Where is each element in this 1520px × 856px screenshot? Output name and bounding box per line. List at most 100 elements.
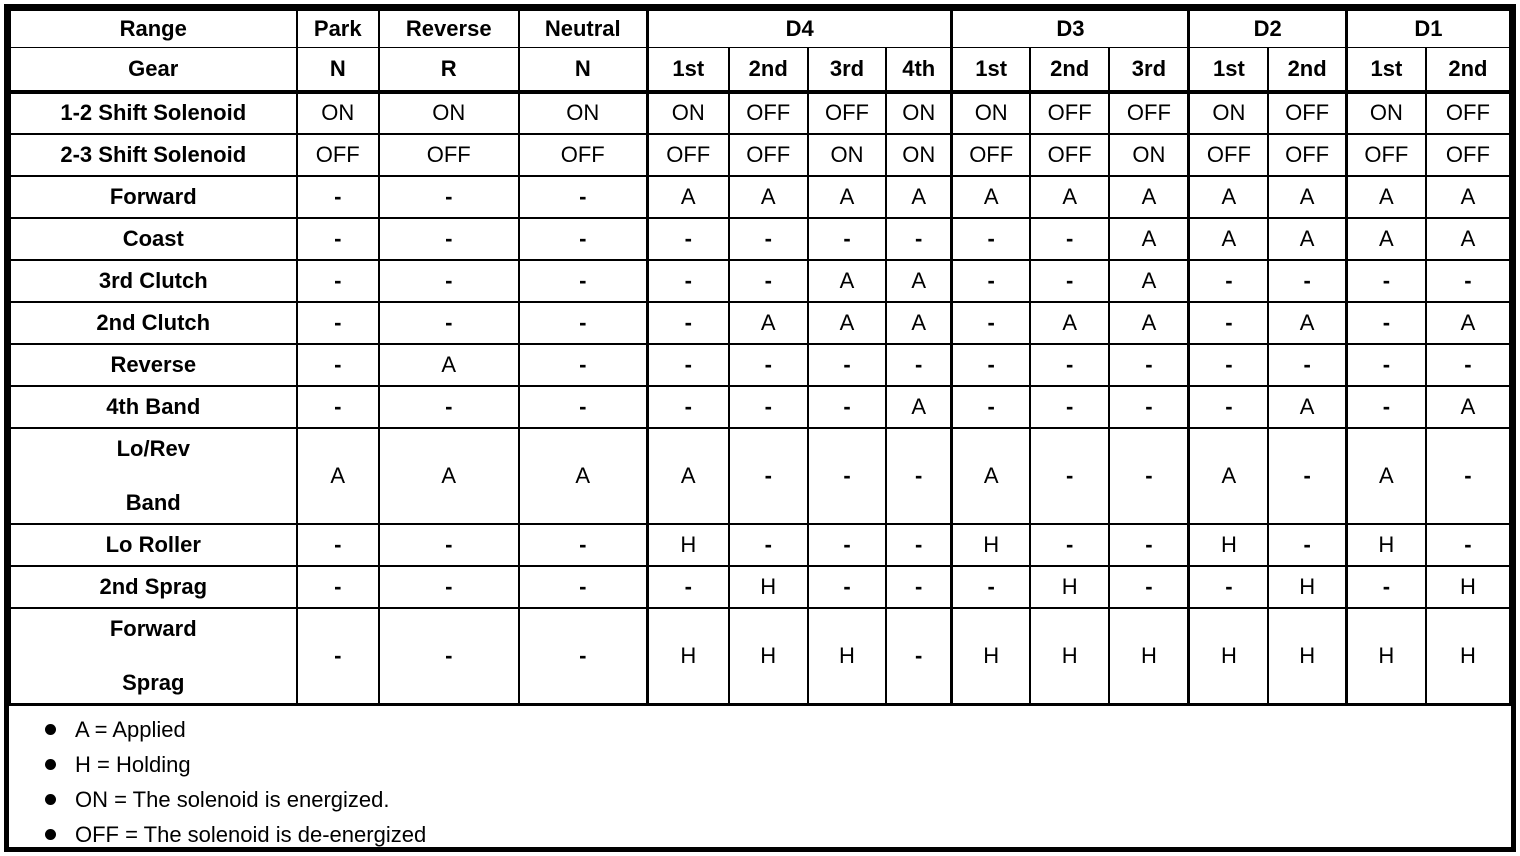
table-cell: A bbox=[1187, 217, 1270, 261]
legend-item: OFF = The solenoid is de-energized bbox=[45, 822, 1511, 847]
table-cell: ON bbox=[807, 133, 887, 177]
table-cell: H bbox=[646, 607, 730, 706]
bullet-icon bbox=[45, 829, 56, 840]
table-cell: - bbox=[950, 301, 1031, 345]
table-cell: OFF bbox=[1425, 91, 1511, 135]
table-cell: - bbox=[807, 343, 887, 387]
table-cell: - bbox=[517, 175, 649, 219]
gear-subheader-cell: 4th bbox=[885, 47, 953, 94]
table-cell: - bbox=[517, 217, 649, 261]
table-cell: - bbox=[517, 301, 649, 345]
table-cell: - bbox=[646, 343, 730, 387]
table-cell: H bbox=[1187, 523, 1270, 567]
table-cell: - bbox=[1425, 343, 1511, 387]
table-cell: H bbox=[727, 565, 809, 609]
table-cell: - bbox=[727, 523, 809, 567]
table-cell: - bbox=[807, 427, 887, 525]
table-cell: - bbox=[807, 385, 887, 429]
table-cell: - bbox=[1344, 343, 1427, 387]
row-label: Reverse bbox=[9, 343, 298, 387]
table-cell: - bbox=[1187, 565, 1270, 609]
table-cell: A bbox=[1108, 259, 1190, 303]
table-cell: - bbox=[378, 607, 520, 706]
table-cell: ON bbox=[1108, 133, 1190, 177]
row-label: 2nd Clutch bbox=[9, 301, 298, 345]
table-cell: ON bbox=[1187, 91, 1270, 135]
range-group-header-d2: D2 bbox=[1187, 9, 1348, 48]
table-row: Lo/Rev Band A A A A - - - A - - A - A - bbox=[9, 427, 1511, 525]
row-label: Forward bbox=[9, 175, 298, 219]
table-cell: - bbox=[950, 217, 1031, 261]
table-cell: OFF bbox=[517, 133, 649, 177]
table-cell: - bbox=[295, 217, 381, 261]
table-cell: OFF bbox=[1187, 133, 1270, 177]
range-group-header-park: Park bbox=[295, 9, 381, 48]
table-cell: - bbox=[807, 523, 887, 567]
table-cell: - bbox=[646, 301, 730, 345]
gear-header-cell: Gear bbox=[9, 47, 298, 94]
table-cell: - bbox=[295, 385, 381, 429]
table-cell: - bbox=[1187, 301, 1270, 345]
range-header-cell: Range bbox=[9, 9, 298, 48]
table-cell: - bbox=[1344, 259, 1427, 303]
table-cell: A bbox=[1425, 301, 1511, 345]
table-cell: - bbox=[1187, 385, 1270, 429]
table-cell: OFF bbox=[1267, 133, 1348, 177]
range-group-header-neutral: Neutral bbox=[517, 9, 649, 48]
table-cell: H bbox=[1344, 607, 1427, 706]
table-cell: - bbox=[517, 607, 649, 706]
table-cell: OFF bbox=[646, 133, 730, 177]
table-cell: H bbox=[1267, 607, 1348, 706]
table-cell: A bbox=[807, 175, 887, 219]
table-cell: A bbox=[885, 259, 953, 303]
table-cell: - bbox=[950, 343, 1031, 387]
table-cell: - bbox=[295, 301, 381, 345]
table-cell: - bbox=[950, 259, 1031, 303]
gear-subheader-cell: N bbox=[517, 47, 649, 94]
gear-subheader-cell: R bbox=[378, 47, 520, 94]
range-group-header-d4: D4 bbox=[646, 9, 953, 48]
table-cell: - bbox=[295, 259, 381, 303]
table-cell: ON bbox=[378, 91, 520, 135]
table-cell: - bbox=[295, 607, 381, 706]
table-cell: ON bbox=[517, 91, 649, 135]
table-cell: A bbox=[885, 301, 953, 345]
table-cell: - bbox=[885, 565, 953, 609]
table-cell: H bbox=[1187, 607, 1270, 706]
table-cell: A bbox=[378, 343, 520, 387]
table-cell: H bbox=[727, 607, 809, 706]
table-cell: H bbox=[950, 607, 1031, 706]
table-cell: - bbox=[517, 565, 649, 609]
table-cell: - bbox=[295, 523, 381, 567]
table-cell: - bbox=[1187, 343, 1270, 387]
table-cell: OFF bbox=[1267, 91, 1348, 135]
table-cell: OFF bbox=[1425, 133, 1511, 177]
table-cell: - bbox=[727, 259, 809, 303]
table-cell: - bbox=[727, 385, 809, 429]
table-cell: - bbox=[378, 217, 520, 261]
table-cell: A bbox=[1425, 217, 1511, 261]
table-cell: OFF bbox=[727, 133, 809, 177]
row-label: 4th Band bbox=[9, 385, 298, 429]
row-label-line: Forward bbox=[109, 615, 197, 641]
row-label: Lo/Rev Band bbox=[9, 427, 298, 525]
gear-subheader-cell: 1st bbox=[950, 47, 1031, 94]
table-row: Forward Sprag - - - H H H - H H H H H H H bbox=[9, 607, 1511, 706]
table-cell: A bbox=[1029, 301, 1111, 345]
table-cell: A bbox=[1108, 175, 1190, 219]
table-cell: - bbox=[378, 175, 520, 219]
table-row: Coast - - - - - - - - - A A A A A bbox=[9, 217, 1511, 261]
table-cell: - bbox=[950, 565, 1031, 609]
table-cell: - bbox=[1029, 217, 1111, 261]
table-cell: - bbox=[517, 259, 649, 303]
table-cell: A bbox=[1267, 385, 1348, 429]
table-cell: A bbox=[1029, 175, 1111, 219]
table-cell: H bbox=[950, 523, 1031, 567]
table-cell: A bbox=[950, 175, 1031, 219]
table-cell: OFF bbox=[950, 133, 1031, 177]
table-cell: - bbox=[517, 343, 649, 387]
table-cell: - bbox=[378, 385, 520, 429]
row-label-line: Band bbox=[125, 490, 181, 515]
table-cell: - bbox=[378, 565, 520, 609]
table-cell: - bbox=[807, 217, 887, 261]
